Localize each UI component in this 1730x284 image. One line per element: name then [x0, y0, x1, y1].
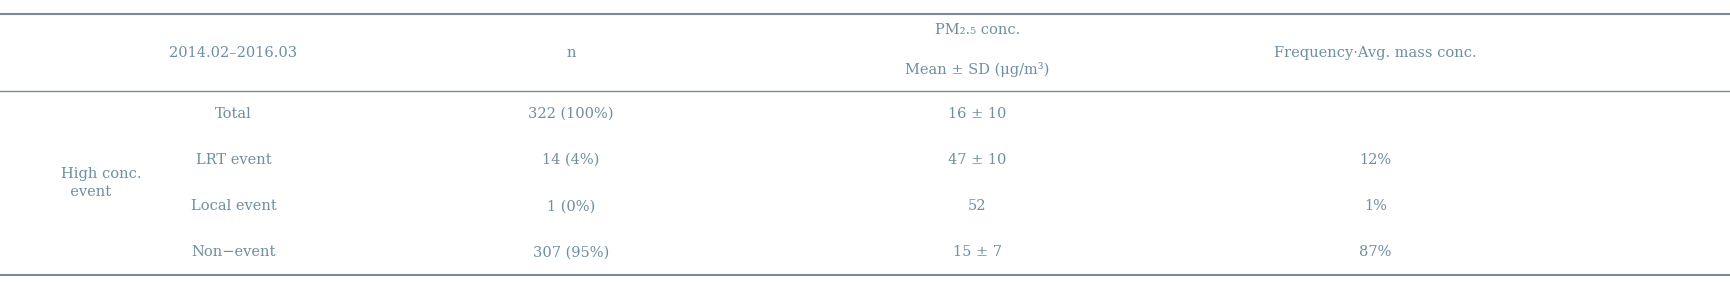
- Text: Frequency·Avg. mass conc.: Frequency·Avg. mass conc.: [1273, 45, 1477, 60]
- Text: Non−event: Non−event: [192, 245, 275, 259]
- Text: Total: Total: [215, 107, 253, 121]
- Text: 1 (0%): 1 (0%): [547, 199, 595, 213]
- Text: PM₂.₅ conc.: PM₂.₅ conc.: [934, 23, 1021, 37]
- Text: 322 (100%): 322 (100%): [528, 107, 614, 121]
- Text: 307 (95%): 307 (95%): [533, 245, 609, 259]
- Text: Local event: Local event: [190, 199, 277, 213]
- Text: 47 ± 10: 47 ± 10: [948, 153, 1007, 167]
- Text: n: n: [566, 45, 576, 60]
- Text: 16 ± 10: 16 ± 10: [948, 107, 1007, 121]
- Text: 15 ± 7: 15 ± 7: [953, 245, 1002, 259]
- Text: 12%: 12%: [1360, 153, 1391, 167]
- Text: 14 (4%): 14 (4%): [541, 153, 600, 167]
- Text: 1%: 1%: [1363, 199, 1387, 213]
- Text: LRT event: LRT event: [195, 153, 272, 167]
- Text: 2014.02–2016.03: 2014.02–2016.03: [170, 45, 298, 60]
- Text: Mean ± SD (μg/m³): Mean ± SD (μg/m³): [905, 62, 1050, 77]
- Text: 87%: 87%: [1360, 245, 1391, 259]
- Text: High conc.
  event: High conc. event: [61, 167, 142, 199]
- Text: 52: 52: [969, 199, 986, 213]
